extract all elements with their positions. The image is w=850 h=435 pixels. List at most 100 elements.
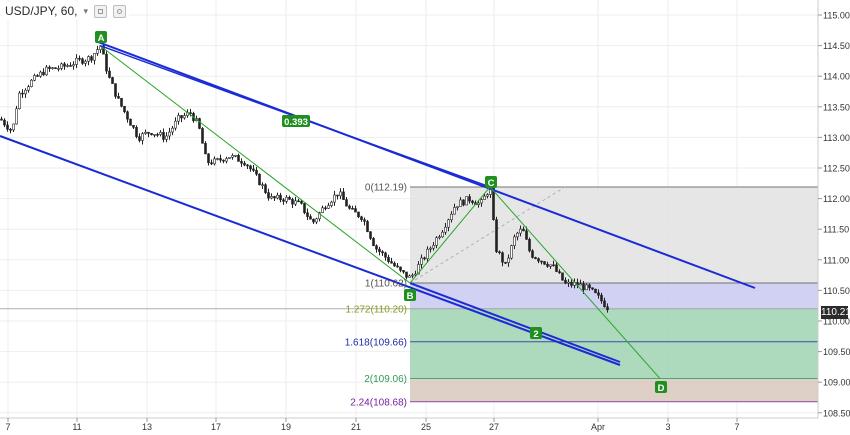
candle-body [330, 201, 333, 206]
candle-body [345, 199, 348, 207]
candle-body [393, 262, 396, 267]
candle-body [156, 134, 159, 136]
time-tick-label: 21 [351, 422, 361, 432]
pattern-leg-bc [409, 186, 491, 284]
candle-body [510, 245, 513, 259]
candle-body [315, 218, 318, 223]
candle-body [291, 199, 294, 205]
candle-body [102, 45, 105, 55]
candle-body [258, 173, 261, 186]
fib-level-labels: 0(112.19) 1(110.62) 1.272(110.20) 1.618(109… [345, 182, 407, 408]
price-tick-label: 111.50 [823, 225, 849, 235]
candle-body [201, 128, 204, 144]
ratio-ab-label-box [282, 115, 310, 127]
fib-level-label: 1(110.62) [365, 279, 407, 290]
candle-body [498, 251, 501, 254]
point-a-label: A [98, 33, 105, 44]
candle-body [369, 231, 372, 239]
candle-body [48, 66, 51, 69]
candle-body [360, 216, 363, 221]
candle-body [384, 252, 387, 258]
candle-body [480, 199, 483, 204]
candle-body [288, 196, 291, 200]
candle-body [36, 75, 39, 77]
price-tick-label: 110.00 [823, 317, 850, 327]
candle-body [600, 294, 603, 302]
candle-body [306, 212, 309, 217]
candle-body [261, 184, 264, 187]
symbol-title[interactable]: USD/JPY, 60, [5, 4, 78, 18]
candle-body [114, 83, 117, 97]
candle-body [84, 60, 87, 64]
candle-body [555, 264, 558, 272]
point-b-label: B [407, 291, 414, 302]
fib-level-lines [0, 186, 818, 403]
chevron-down-icon[interactable]: ▾ [83, 5, 89, 16]
candle-body [30, 79, 33, 87]
candle-body [81, 58, 84, 64]
candle-body [267, 192, 270, 199]
candle-body [372, 238, 375, 246]
price-tick-label: 112.00 [823, 194, 850, 204]
time-tick-label: 27 [489, 422, 499, 432]
candle-body [450, 213, 453, 221]
pattern-point-markers: A B C D 0.393 2 [95, 31, 667, 394]
candle-body [222, 159, 225, 162]
candle-body [270, 196, 273, 199]
time-tick-label: 7 [734, 422, 739, 432]
candle-body [276, 194, 279, 199]
candle-body [591, 287, 594, 290]
candle-body [129, 118, 132, 126]
current-price-badge: 110.21 [821, 306, 850, 319]
candle-body [87, 56, 90, 62]
settings-icon[interactable] [113, 4, 127, 18]
candle-body [21, 92, 24, 95]
time-tick-label: 13 [142, 422, 152, 432]
price-axis: 115.00 114.50 114.00 113.50 113.00 112.50 112.… [817, 0, 850, 435]
candle-body [111, 77, 114, 84]
chart-header: USD/JPY, 60, ▾ [2, 2, 130, 20]
candle-body [165, 135, 168, 140]
candle-body [207, 153, 210, 163]
trend-channel [0, 41, 756, 366]
candle-body [402, 270, 405, 273]
candle-body [75, 57, 78, 65]
indicators-icon[interactable] [94, 4, 108, 18]
time-tick-label: 19 [281, 422, 291, 432]
candle-body [561, 272, 564, 281]
price-tick-label: 112.50 [823, 164, 850, 174]
fib-zone [410, 308, 818, 379]
fib-zone [410, 283, 818, 309]
candle-body [303, 203, 306, 214]
candle-body [39, 71, 42, 77]
candle-body [426, 248, 429, 260]
candle-body [273, 196, 276, 199]
candle-body [159, 132, 162, 135]
candle-body [597, 292, 600, 296]
candle-body [444, 226, 447, 233]
time-tick-label: 11 [72, 422, 81, 432]
candle-body [135, 127, 138, 137]
candle-body [234, 155, 237, 157]
candle-body [138, 136, 141, 141]
candle-body [429, 247, 432, 250]
point-a-label-box [95, 31, 107, 43]
candle-body [249, 165, 252, 170]
candle-body [348, 205, 351, 209]
candle-body [264, 184, 267, 193]
candle-body [399, 266, 402, 271]
candle-body [126, 111, 129, 120]
candle-body [153, 134, 156, 136]
candle-body [189, 112, 192, 114]
candle-body [219, 158, 222, 161]
candle-body [567, 281, 570, 284]
candle-body [435, 237, 438, 246]
channel-upper-line [97, 41, 756, 289]
price-tick-label: 115.00 [823, 11, 850, 21]
candle-body [585, 284, 588, 291]
candle-body [297, 200, 300, 203]
candle-body [183, 115, 186, 119]
candle-body [543, 261, 546, 265]
